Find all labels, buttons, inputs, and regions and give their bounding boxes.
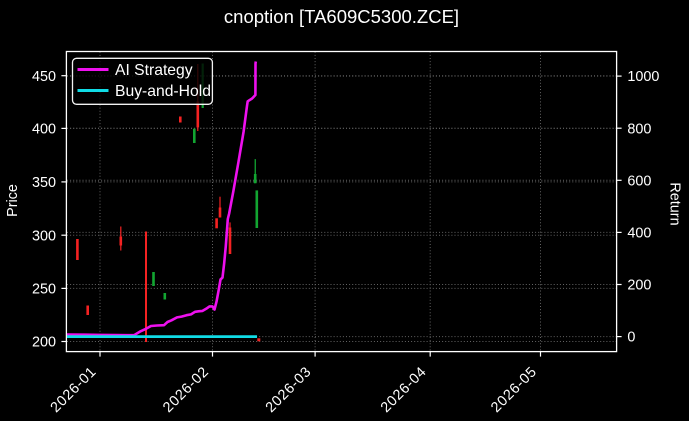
svg-text:250: 250: [32, 282, 56, 298]
svg-text:300: 300: [32, 228, 56, 244]
svg-text:AI Strategy: AI Strategy: [115, 62, 193, 79]
svg-text:Buy-and-Hold: Buy-and-Hold: [115, 83, 211, 100]
svg-text:350: 350: [32, 175, 56, 191]
svg-text:450: 450: [32, 69, 56, 85]
svg-text:600: 600: [627, 173, 651, 189]
svg-text:200: 200: [627, 278, 651, 294]
svg-text:200: 200: [32, 335, 56, 351]
svg-text:Return: Return: [666, 182, 682, 225]
svg-text:0: 0: [627, 330, 635, 346]
svg-text:400: 400: [32, 122, 56, 138]
svg-text:1000: 1000: [627, 69, 659, 85]
svg-text:400: 400: [627, 226, 651, 242]
svg-text:cnoption [TA609C5300.ZCE]: cnoption [TA609C5300.ZCE]: [224, 6, 459, 27]
svg-text:800: 800: [627, 121, 651, 137]
svg-text:Price: Price: [5, 184, 21, 217]
